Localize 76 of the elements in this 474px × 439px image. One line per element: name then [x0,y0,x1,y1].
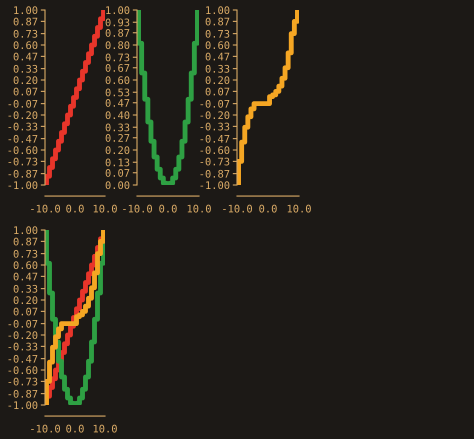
y-tick-label: 0.67 [106,64,130,72]
y-tick-label: 0.07 [14,88,38,96]
y-tick-label: -0.20 [8,331,38,340]
x-tick-label: 0.0 [259,204,277,213]
y-tick-label: -1.00 [8,181,38,190]
y-tick-label: 0.87 [14,18,38,26]
y-tick-label: 0.07 [206,88,230,96]
y-tick-label: -0.47 [200,134,230,143]
y-tick-label: 0.87 [206,18,230,26]
y-tick-label: 0.47 [14,272,38,281]
y-tick-label: 0.87 [106,29,130,37]
y-tick-label: 0.20 [14,76,38,84]
y-tick-label: -0.07 [8,320,38,328]
x-tick-label: -10.0 [31,424,60,433]
y-tick-label: -0.73 [200,158,230,166]
y-tick-label: 0.13 [106,158,130,166]
y-tick-label: 0.47 [106,99,130,107]
y-tick-label: 0.20 [106,146,130,154]
y-tick-label: -0.87 [8,170,38,178]
y-tick-label: 0.07 [14,308,38,316]
x-tick-label: 0.0 [66,204,84,213]
y-tick-label: 0.93 [106,18,130,26]
y-tick-label: -0.20 [8,111,38,120]
y-tick-label: 0.80 [106,41,130,50]
y-tick-label: -0.33 [8,342,38,351]
x-tick-label: 10.0 [94,424,117,433]
x-tick-label: 10.0 [94,204,117,213]
x-tick-label: -10.0 [123,204,152,213]
y-tick-label: 0.33 [106,124,130,132]
y-tick-label: 0.33 [14,284,38,293]
y-tick-label: -0.20 [200,111,230,120]
y-tick-label: 1.00 [106,6,130,14]
y-tick-label: -1.00 [200,181,230,190]
y-tick-label: 0.60 [106,76,130,84]
y-tick-label: -0.07 [8,100,38,108]
y-tick-label: -0.87 [200,170,230,178]
y-tick-label: -0.33 [8,122,38,131]
y-tick-label: 0.27 [106,134,130,142]
y-tick-label: 0.73 [206,30,230,38]
y-tick-label: 0.60 [206,41,230,50]
x-tick-label: -10.0 [223,204,252,213]
y-tick-label: 0.87 [14,238,38,246]
y-tick-label: 0.00 [106,181,130,190]
y-tick-label: 0.40 [106,111,130,120]
x-tick-label: 0.0 [66,424,84,433]
y-tick-label: -0.47 [8,134,38,143]
y-tick-label: 0.47 [206,52,230,61]
y-tick-label: -1.00 [8,401,38,410]
y-tick-label: 0.53 [106,88,130,96]
y-tick-label: -0.60 [8,146,38,154]
x-tick-label: -10.0 [31,204,60,213]
y-tick-label: -0.07 [200,100,230,108]
y-tick-label: 0.73 [14,30,38,38]
x-tick-label: 10.0 [288,204,311,213]
y-tick-label: -0.60 [8,366,38,374]
x-tick-label: 10.0 [188,204,211,213]
y-tick-label: 0.20 [14,296,38,304]
y-tick-label: -0.87 [8,390,38,398]
y-tick-label: -0.33 [200,122,230,131]
y-tick-label: -0.73 [8,158,38,166]
y-tick-label: 0.07 [106,169,130,177]
y-tick-label: 0.20 [206,76,230,84]
y-tick-label: -0.47 [8,354,38,363]
y-tick-label: 0.60 [14,41,38,50]
y-tick-label: 0.73 [14,250,38,258]
y-tick-label: 0.60 [14,261,38,270]
y-tick-label: 1.00 [14,226,38,234]
y-tick-label: 1.00 [206,6,230,14]
y-tick-label: 0.33 [206,64,230,73]
y-tick-label: -0.73 [8,378,38,386]
y-tick-label: 0.73 [106,54,130,62]
y-tick-label: -0.60 [200,146,230,154]
y-tick-label: 0.47 [14,52,38,61]
x-tick-label: 0.0 [159,204,177,213]
y-tick-label: 0.33 [14,64,38,73]
y-tick-label: 1.00 [14,6,38,14]
